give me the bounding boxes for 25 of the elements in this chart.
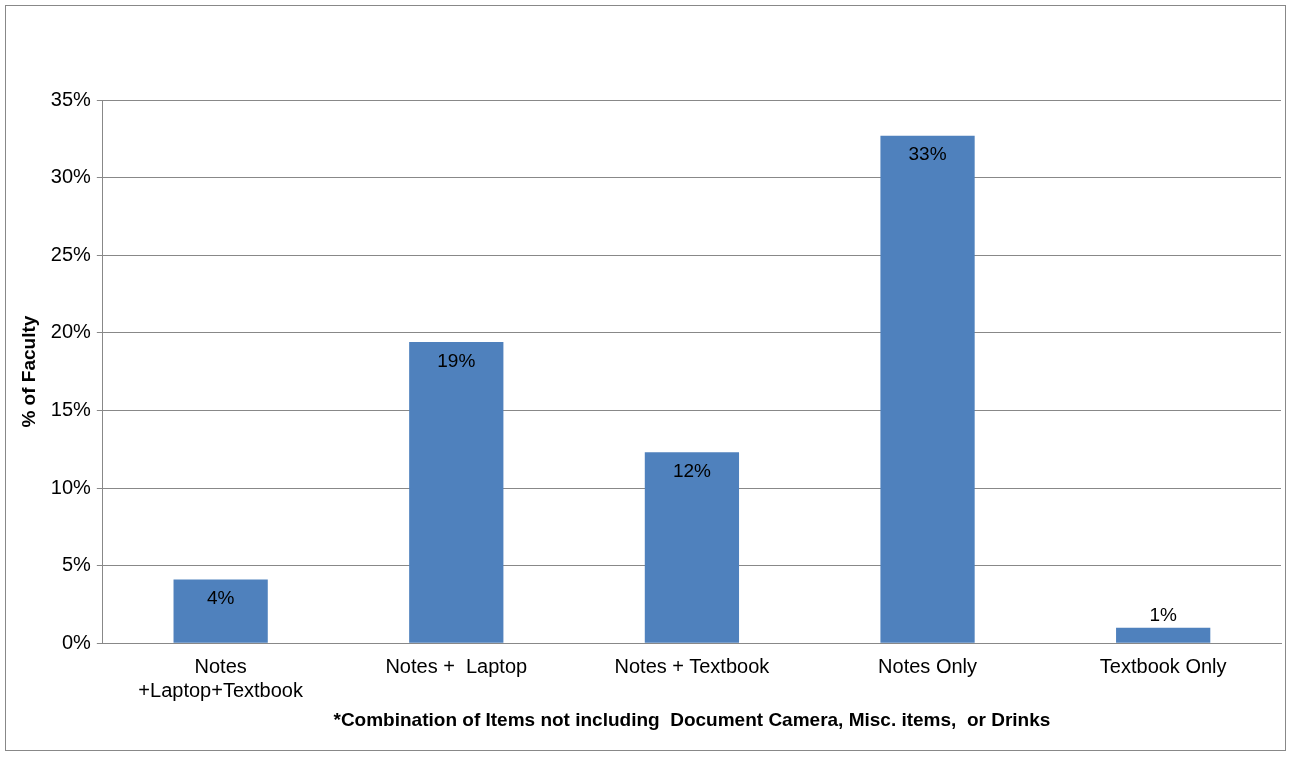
bar (644, 452, 740, 643)
x-tick-label: Notes + Laptop (385, 654, 528, 677)
bar (409, 342, 504, 643)
bar (1116, 627, 1211, 643)
y-tick-label: 20% (50, 320, 92, 343)
y-tick-label: 35% (50, 87, 92, 110)
y-tick-label: 30% (50, 165, 92, 188)
bar (880, 135, 975, 643)
x-tick-label: Notes + Textbook (614, 654, 771, 677)
x-tick-label: Notes Only (878, 654, 978, 677)
x-tick-label: Textbook Only (1099, 654, 1227, 677)
x-tick-label: Notes +Laptop+Textbook (138, 654, 304, 701)
data-label: 12% (672, 460, 712, 482)
y-tick-label: 25% (50, 242, 92, 265)
data-label: 4% (206, 587, 235, 609)
y-axis-title: % of Faculty (17, 315, 39, 428)
data-label: 19% (437, 349, 476, 371)
y-tick-label: 0% (61, 630, 92, 653)
x-axis-title: *Combination of Items not including Document Camera, Misc. items, or Drinks (333, 708, 1051, 730)
y-tick-label: 5% (61, 553, 92, 576)
bar (173, 579, 268, 643)
data-label: 1% (1149, 604, 1178, 626)
data-label: 33% (908, 143, 947, 165)
y-tick-label: 10% (50, 475, 92, 498)
y-tick-label: 15% (50, 397, 92, 420)
